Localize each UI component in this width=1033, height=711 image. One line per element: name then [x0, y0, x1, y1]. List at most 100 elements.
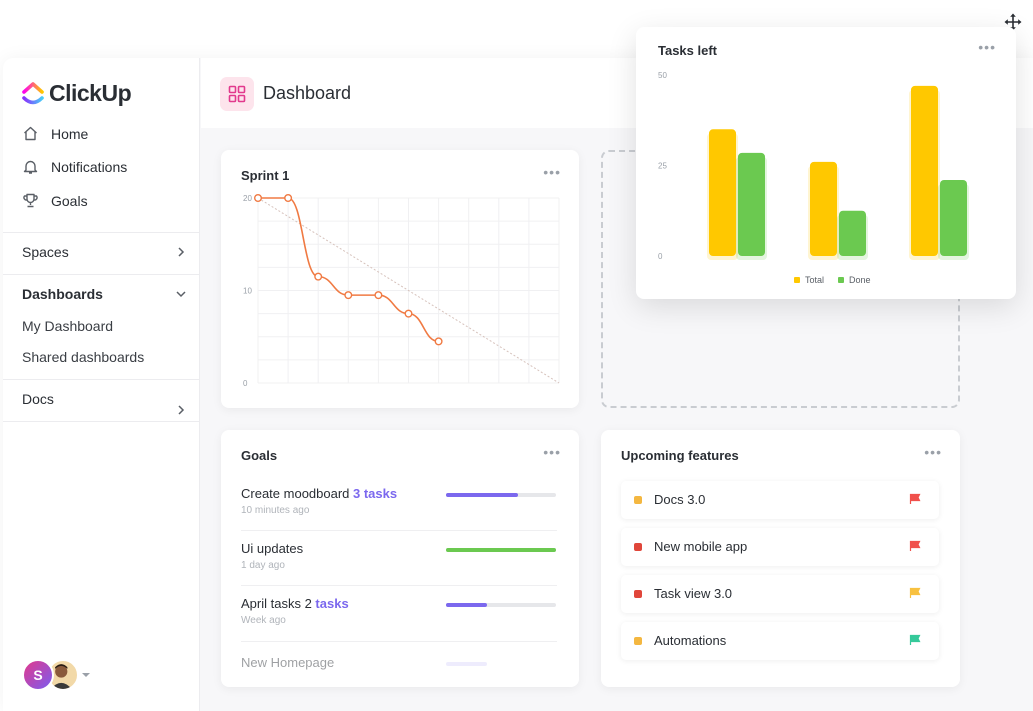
sidebar-section-docs[interactable]: Docs [22, 391, 187, 407]
sprint-card-title: Sprint 1 [241, 168, 290, 183]
features-card: Upcoming features ••• Docs 3.0 New mobile… [601, 430, 960, 687]
tasks-left-title: Tasks left [658, 43, 718, 58]
y-tick-label: 10 [243, 287, 252, 296]
avatar-dropdown-caret[interactable] [82, 673, 90, 677]
goal-time: 10 minutes ago [241, 505, 310, 516]
nav-notifications-label: Notifications [51, 158, 128, 175]
docs-label: Docs [22, 391, 54, 407]
feature-item[interactable]: Automations [621, 622, 939, 660]
goal-name-text: Ui updates [241, 541, 304, 556]
data-point [344, 291, 353, 300]
person-icon [50, 664, 72, 689]
goal-progress-fill [446, 662, 487, 666]
goal-tasks-link[interactable]: 3 tasks [353, 486, 398, 501]
sidebar-divider [3, 274, 200, 275]
goal-item[interactable]: April tasks 2 tasks Week ago [241, 596, 557, 651]
goals-card-title: Goals [241, 448, 278, 463]
trophy-icon [23, 193, 38, 208]
goal-progress-bar [446, 548, 556, 552]
feature-name: Automations [654, 633, 727, 648]
nav-goals-label: Goals [51, 192, 88, 209]
tasks-left-card[interactable]: Tasks left ••• 50 25 0 Total Done [636, 27, 1016, 299]
y-tick-label: 25 [658, 162, 667, 171]
y-tick-label: 0 [243, 379, 248, 388]
goal-name: April tasks 2 tasks [241, 596, 349, 611]
features-card-title: Upcoming features [621, 448, 739, 463]
data-point [284, 194, 293, 203]
goal-divider [241, 530, 557, 531]
goal-progress-bar [446, 493, 556, 497]
bar-total [911, 85, 938, 256]
priority-flag-icon[interactable] [909, 587, 921, 599]
clickup-logo[interactable]: ClickUp [22, 80, 132, 107]
goal-name: Ui updates [241, 541, 303, 556]
goals-menu-button[interactable]: ••• [543, 444, 561, 460]
page-title: Dashboard [263, 83, 352, 103]
goal-item[interactable]: New Homepage [241, 655, 557, 710]
chevron-right-icon[interactable] [175, 404, 187, 416]
goal-progress-fill [446, 493, 518, 497]
nav-home[interactable]: Home [22, 125, 88, 142]
goal-divider [241, 585, 557, 586]
goal-tasks-link[interactable]: tasks [315, 596, 349, 611]
goal-time: Week ago [241, 615, 286, 626]
priority-flag-icon[interactable] [909, 634, 921, 646]
feature-item[interactable]: Task view 3.0 [621, 575, 939, 613]
bar-total [810, 161, 837, 256]
feature-item[interactable]: Docs 3.0 [621, 481, 939, 519]
goal-progress-bar [446, 603, 556, 607]
user-avatar[interactable]: S [22, 659, 54, 691]
legend-label: Done [849, 275, 871, 285]
feature-name: New mobile app [654, 539, 748, 554]
priority-flag-icon[interactable] [909, 493, 921, 505]
y-tick-label: 0 [658, 252, 663, 261]
sidebar-section-dashboards[interactable]: Dashboards [22, 286, 187, 302]
tasks-left-menu-button[interactable]: ••• [978, 39, 996, 55]
bell-icon [23, 160, 38, 174]
features-menu-button[interactable]: ••• [924, 444, 942, 460]
status-square [634, 637, 642, 645]
goal-progress-fill [446, 603, 487, 607]
ideal-burndown-line [257, 197, 560, 384]
dashboard-icon [220, 77, 254, 111]
home-icon [24, 126, 37, 141]
data-point [404, 309, 413, 318]
legend-label: Total [805, 275, 824, 285]
y-tick-label: 50 [658, 71, 667, 80]
sidebar-item-my-dashboard[interactable]: My Dashboard [22, 318, 114, 334]
y-tick-label: 20 [243, 194, 252, 203]
priority-flag-icon[interactable] [909, 540, 921, 552]
goal-progress-bar [446, 662, 556, 666]
sidebar: ClickUp Home Notifications Goals Spaces … [3, 58, 200, 711]
bar-done [940, 179, 967, 256]
nav-home-label: Home [51, 125, 89, 142]
sidebar-divider [3, 421, 200, 422]
feature-item[interactable]: New mobile app [621, 528, 939, 566]
sidebar-section-spaces[interactable]: Spaces [22, 244, 187, 260]
goal-item[interactable]: Create moodboard 3 tasks 10 minutes ago [241, 486, 557, 541]
goal-name-text: New Homepage [241, 655, 335, 670]
status-square [634, 543, 642, 551]
data-point [374, 291, 383, 300]
goal-divider [241, 641, 557, 642]
dashboards-label: Dashboards [22, 286, 103, 302]
nav-notifications[interactable]: Notifications [22, 158, 127, 175]
chevron-right-icon [178, 247, 185, 257]
chevron-down-icon [176, 291, 186, 298]
status-square [634, 496, 642, 504]
sprint-card: Sprint 1 ••• 20 10 0 [221, 150, 579, 408]
nav-goals[interactable]: Goals [22, 192, 88, 209]
app-window: ClickUp Home Notifications Goals Spaces … [3, 58, 1033, 711]
sprint-menu-button[interactable]: ••• [543, 164, 561, 180]
sidebar-item-shared-dashboards[interactable]: Shared dashboards [22, 349, 145, 365]
bar-total [709, 129, 736, 256]
goal-progress-fill [446, 548, 556, 552]
goal-item[interactable]: Ui updates 1 day ago [241, 541, 557, 596]
clickup-logo-icon [22, 81, 44, 104]
status-square [634, 590, 642, 598]
goal-name-text: Create moodboard [241, 486, 354, 501]
sidebar-divider [3, 379, 200, 380]
goals-card: Goals ••• Create moodboard 3 tasks 10 mi… [221, 430, 579, 687]
goal-time: 1 day ago [241, 560, 285, 571]
feature-name: Docs 3.0 [654, 492, 706, 507]
